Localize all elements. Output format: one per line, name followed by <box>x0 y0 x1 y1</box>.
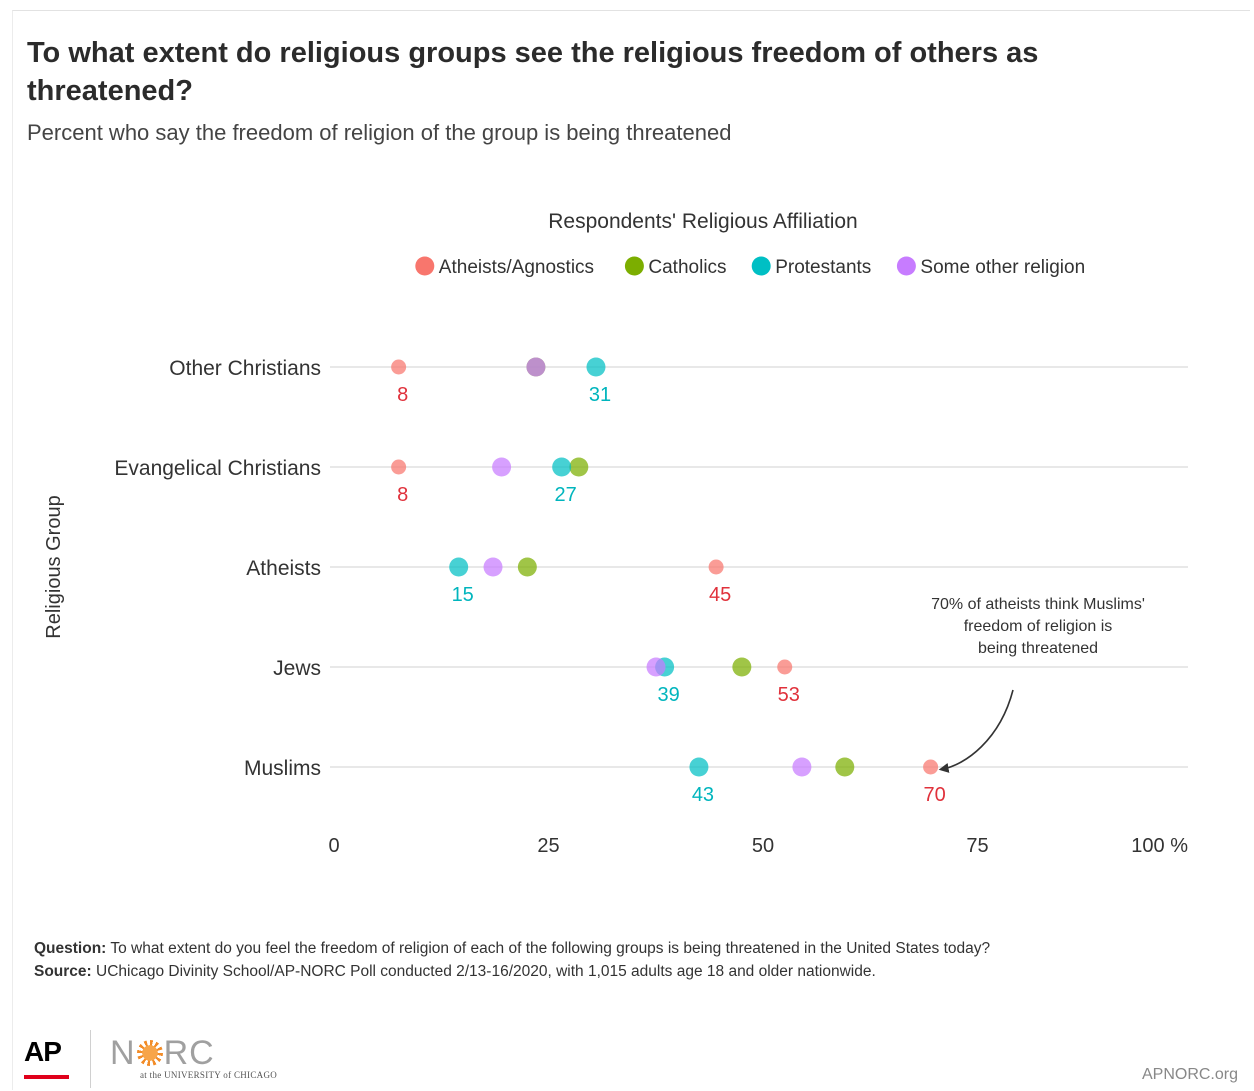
category-labels: Other Christians Evangelical Christians At… <box>114 357 321 780</box>
data-label-atheists-agnostics-other-christians: 8 <box>397 384 408 406</box>
dot-atheists-agnostics-jews <box>777 660 792 675</box>
annotation: 70% of atheists think Muslims' freedom of… <box>931 596 1145 769</box>
dot-protestants-other-christians <box>586 358 605 377</box>
legend-label-atheists-agnostics: Atheists/Agnostics <box>439 257 594 278</box>
category-label-atheists: Atheists <box>246 557 321 580</box>
dot-protestants-muslims <box>689 758 708 777</box>
legend-swatch-catholics <box>625 257 644 276</box>
dot-atheists-agnostics-atheists <box>709 560 724 575</box>
dot-protestants-atheists <box>449 558 468 577</box>
norc-logo: N RC <box>110 1034 215 1073</box>
dot-atheists-agnostics-evangelical-christians <box>391 460 406 475</box>
legend-label-some-other-religion: Some other religion <box>920 257 1085 278</box>
category-label-jews: Jews <box>273 657 321 680</box>
source-line: Source: UChicago Divinity School/AP-NORC… <box>34 960 1214 983</box>
annotation-arrow <box>943 690 1013 769</box>
legend-swatch-protestants <box>752 257 771 276</box>
ap-logo-bar <box>24 1075 69 1079</box>
norc-logo-subtitle: at the UNIVERSITY of CHICAGO <box>140 1070 277 1080</box>
category-label-muslims: Muslims <box>244 757 321 780</box>
x-tick-label: 50 <box>752 835 774 857</box>
question-label: Question: <box>34 940 106 957</box>
question-text: To what extent do you feel the freedom o… <box>110 940 990 957</box>
annotation-text: 70% of atheists think Muslims' freedom of… <box>931 596 1145 657</box>
legend-swatch-some-other-religion <box>897 257 916 276</box>
category-label-other-christians: Other Christians <box>169 357 321 380</box>
dot-protestants-evangelical-christians <box>552 458 571 477</box>
source-label: Source: <box>34 963 92 980</box>
data-label-atheists-agnostics-muslims: 70 <box>923 784 945 806</box>
dot-catholics-jews <box>732 658 751 677</box>
data-label-atheists-agnostics-atheists: 45 <box>709 584 731 606</box>
dot-some-other-religion-other-christians <box>526 358 545 377</box>
legend-label-catholics: Catholics <box>648 257 726 278</box>
dot-some-other-religion-atheists <box>484 558 503 577</box>
annotation-line: 70% of atheists think Muslims' <box>931 596 1145 613</box>
data-labels: 8 31 8 27 15 45 39 53 43 70 <box>397 384 946 806</box>
data-label-protestants-muslims: 43 <box>692 784 714 806</box>
norc-sunburst-icon <box>137 1040 163 1066</box>
x-tick-label: 100 % <box>1131 835 1188 857</box>
legend-label-protestants: Protestants <box>775 257 871 278</box>
x-tick-label: 25 <box>537 835 559 857</box>
data-label-atheists-agnostics-jews: 53 <box>778 684 800 706</box>
data-label-protestants-atheists: 15 <box>452 584 474 606</box>
legend: Atheists/Agnostics Catholics Protestants So… <box>415 257 1085 279</box>
x-axis-ticks: 0 25 50 75 100 % <box>328 835 1188 857</box>
legend-title: Respondents' Religious Affiliation <box>548 210 857 233</box>
dot-some-other-religion-jews <box>647 658 666 677</box>
data-label-atheists-agnostics-evangelical-christians: 8 <box>397 484 408 506</box>
dot-catholics-muslims <box>835 758 854 777</box>
dot-plot-chart: Respondents' Religious Affiliation Athei… <box>0 0 1254 900</box>
source-text: UChicago Divinity School/AP-NORC Poll co… <box>96 963 876 980</box>
data-label-protestants-evangelical-christians: 27 <box>555 484 577 506</box>
dot-catholics-evangelical-christians <box>569 458 588 477</box>
dot-atheists-agnostics-muslims <box>923 760 938 775</box>
y-axis-label: Religious Group <box>43 495 65 638</box>
annotation-line: freedom of religion is <box>964 618 1113 635</box>
question-line: Question: To what extent do you feel the… <box>34 937 1214 960</box>
category-label-evangelical-christians: Evangelical Christians <box>114 457 321 480</box>
data-label-protestants-jews: 39 <box>657 684 679 706</box>
site-link[interactable]: APNORC.org <box>1142 1066 1238 1084</box>
dot-some-other-religion-muslims <box>792 758 811 777</box>
dot-catholics-atheists <box>518 558 537 577</box>
ap-logo: AP <box>24 1036 70 1068</box>
data-label-protestants-other-christians: 31 <box>589 384 611 406</box>
footnote: Question: To what extent do you feel the… <box>34 937 1214 983</box>
dot-atheists-agnostics-other-christians <box>391 360 406 375</box>
x-tick-label: 75 <box>966 835 988 857</box>
x-tick-label: 0 <box>328 835 339 857</box>
legend-swatch-atheists-agnostics <box>415 257 434 276</box>
norc-letters: RC <box>164 1034 215 1072</box>
dot-some-other-religion-evangelical-christians <box>492 458 511 477</box>
logo-divider <box>90 1030 91 1088</box>
norc-letter: N <box>110 1034 136 1072</box>
annotation-line: being threatened <box>978 640 1098 657</box>
